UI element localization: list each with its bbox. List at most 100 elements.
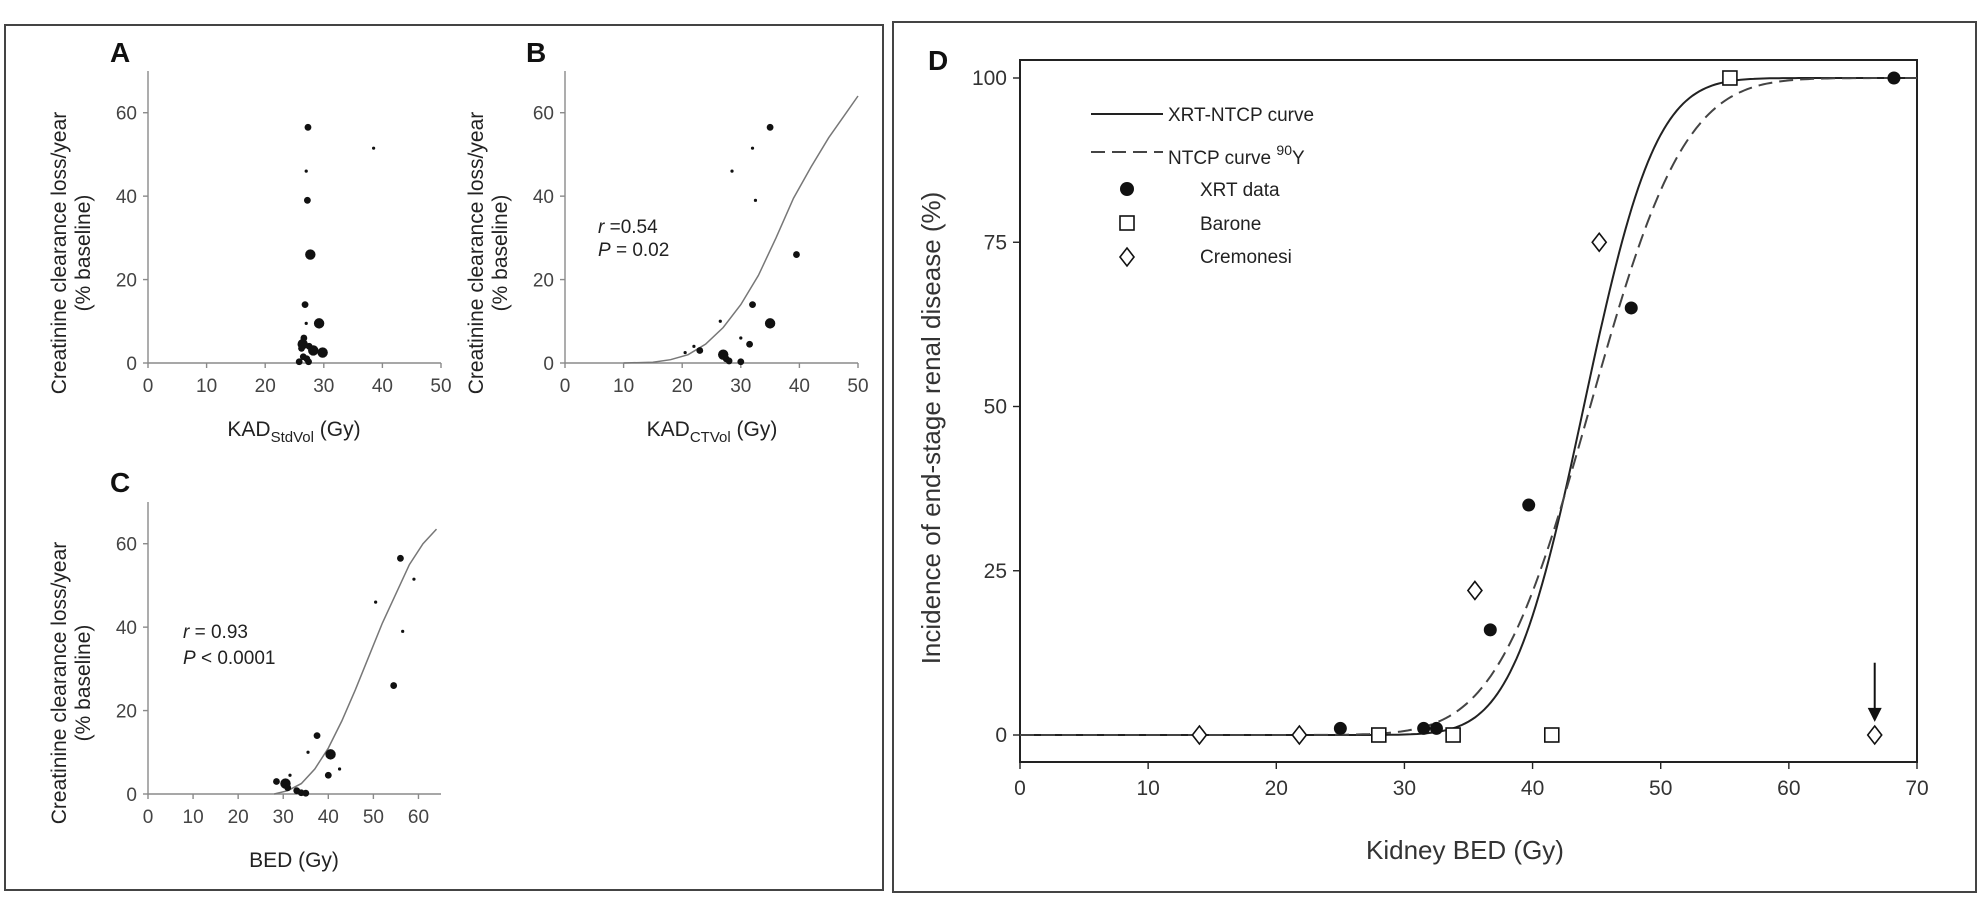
data-point (401, 629, 405, 633)
panel-a-ylabel-line2: (% baseline) (72, 195, 95, 312)
data-point (317, 347, 328, 358)
data-point (288, 773, 292, 777)
arrow-head (1867, 707, 1882, 722)
data-point (324, 771, 332, 779)
data-point (725, 357, 733, 365)
panel-b-points (683, 123, 800, 366)
cremonesi-data-point (1466, 580, 1483, 601)
panel-b: B Creatinine clearance loss/year (% base… (465, 37, 869, 446)
legend-barone-label: Barone (1200, 214, 1261, 235)
x-tick-label: 40 (372, 376, 393, 397)
panel-d-ylabel: Incidence of end-stage renal disease (%) (916, 192, 946, 665)
x-tick-label: 20 (672, 376, 693, 397)
x-tick-label: 0 (1014, 777, 1026, 800)
legend-ntcp-y90-sup: 90 (1276, 142, 1292, 158)
x-tick-label: 0 (143, 376, 154, 397)
panel-b-p-stat: P = 0.02 (598, 240, 669, 261)
panel-c-letter: C (110, 467, 130, 498)
panel-b-y-ticks: 0 20 40 60 (533, 104, 565, 375)
cremonesi-data-point (1291, 724, 1308, 746)
down-arrow-icon (1867, 662, 1882, 722)
x-tick-label: 20 (1265, 777, 1288, 800)
barone-data-point (1445, 727, 1461, 743)
xrt-data-point (1624, 301, 1638, 315)
panel-b-fit-curve (623, 95, 859, 364)
panel-b-ylabel-line1: Creatinine clearance loss/year (465, 112, 488, 394)
panel-c-points (273, 554, 416, 797)
panel-a-letter: A (110, 37, 130, 68)
panel-a-xlabel-sub: StdVol (271, 429, 314, 446)
data-point (303, 196, 311, 204)
data-point (302, 789, 310, 797)
data-point (295, 358, 303, 366)
cremonesi-data-point (1191, 724, 1208, 746)
data-point (304, 123, 312, 131)
panel-b-p-value: = 0.02 (611, 240, 670, 261)
data-point (304, 169, 308, 173)
x-tick-label: 10 (196, 376, 217, 397)
panel-c-x-ticks: 0 10 20 30 40 50 60 (143, 794, 429, 828)
data-point (305, 249, 316, 260)
xrt-data-point (1522, 498, 1536, 512)
data-point (793, 251, 800, 258)
panel-d-x-ticks: 0 10 20 30 40 50 60 70 (1014, 762, 1929, 800)
panel-c-ylabel-line2: (% baseline) (72, 625, 95, 742)
y-tick-label: 20 (533, 271, 554, 292)
y-tick-label: 75 (984, 231, 1007, 254)
x-tick-label: 10 (613, 376, 634, 397)
panel-b-letter: B (526, 37, 546, 68)
data-point (696, 347, 704, 354)
panel-a-ylabel-line1: Creatinine clearance loss/year (48, 112, 71, 394)
data-point (692, 344, 696, 348)
data-point (301, 301, 309, 308)
data-point (374, 600, 378, 604)
panel-d-points (1191, 70, 1901, 746)
panel-c-r-symbol: r (183, 622, 190, 643)
data-point (305, 358, 312, 366)
panel-b-r-stat: r =0.54 (598, 217, 658, 238)
panel-c: C Creatinine clearance loss/year (% base… (48, 467, 441, 872)
y-tick-label: 60 (116, 535, 137, 556)
panel-a-xlabel-main: KAD (227, 418, 270, 441)
y-tick-label: 20 (116, 702, 137, 723)
data-point (749, 301, 756, 308)
x-tick-label: 60 (408, 807, 429, 828)
panel-d-legend: XRT-NTCP curve NTCP curve 90Y XRT data B… (1091, 105, 1314, 268)
data-point (737, 358, 745, 366)
x-tick-label: 50 (363, 807, 384, 828)
panel-d: D Incidence of end-stage renal disease (… (916, 45, 1929, 865)
x-tick-label: 10 (1136, 777, 1159, 800)
data-point (764, 318, 776, 329)
y-tick-label: 40 (533, 187, 554, 208)
legend-ntcp-y90-text: NTCP curve (1168, 148, 1276, 169)
y-tick-label: 40 (116, 187, 137, 208)
panel-c-r-stat: r = 0.93 (183, 622, 248, 643)
x-tick-label: 0 (560, 376, 571, 397)
data-point (325, 749, 336, 760)
x-tick-label: 50 (1649, 777, 1672, 800)
x-tick-label: 30 (313, 376, 334, 397)
y-tick-label: 60 (116, 104, 137, 125)
y-tick-label: 20 (116, 271, 137, 292)
data-point (308, 345, 319, 356)
ntcp-y90-curve (1020, 77, 1917, 736)
panel-a-xlabel-unit: (Gy) (314, 418, 361, 441)
legend-xrt-data-marker (1120, 182, 1134, 196)
cremonesi-data-point (1866, 724, 1883, 746)
data-point (730, 169, 734, 173)
xrt-data-point (1429, 721, 1443, 735)
x-tick-label: 40 (318, 807, 339, 828)
data-point (718, 319, 722, 323)
panel-c-r-value: = 0.93 (189, 622, 248, 643)
data-point (739, 336, 743, 340)
x-tick-label: 50 (847, 376, 868, 397)
panel-d-letter: D (928, 45, 948, 76)
x-tick-label: 40 (789, 376, 810, 397)
panel-c-p-symbol: P (183, 648, 196, 669)
panel-b-xlabel-sub: CTVol (690, 429, 731, 446)
xrt-data-point (1887, 71, 1901, 85)
panel-d-plot-frame (1019, 59, 1918, 763)
data-point (284, 784, 292, 792)
x-tick-label: 50 (430, 376, 451, 397)
